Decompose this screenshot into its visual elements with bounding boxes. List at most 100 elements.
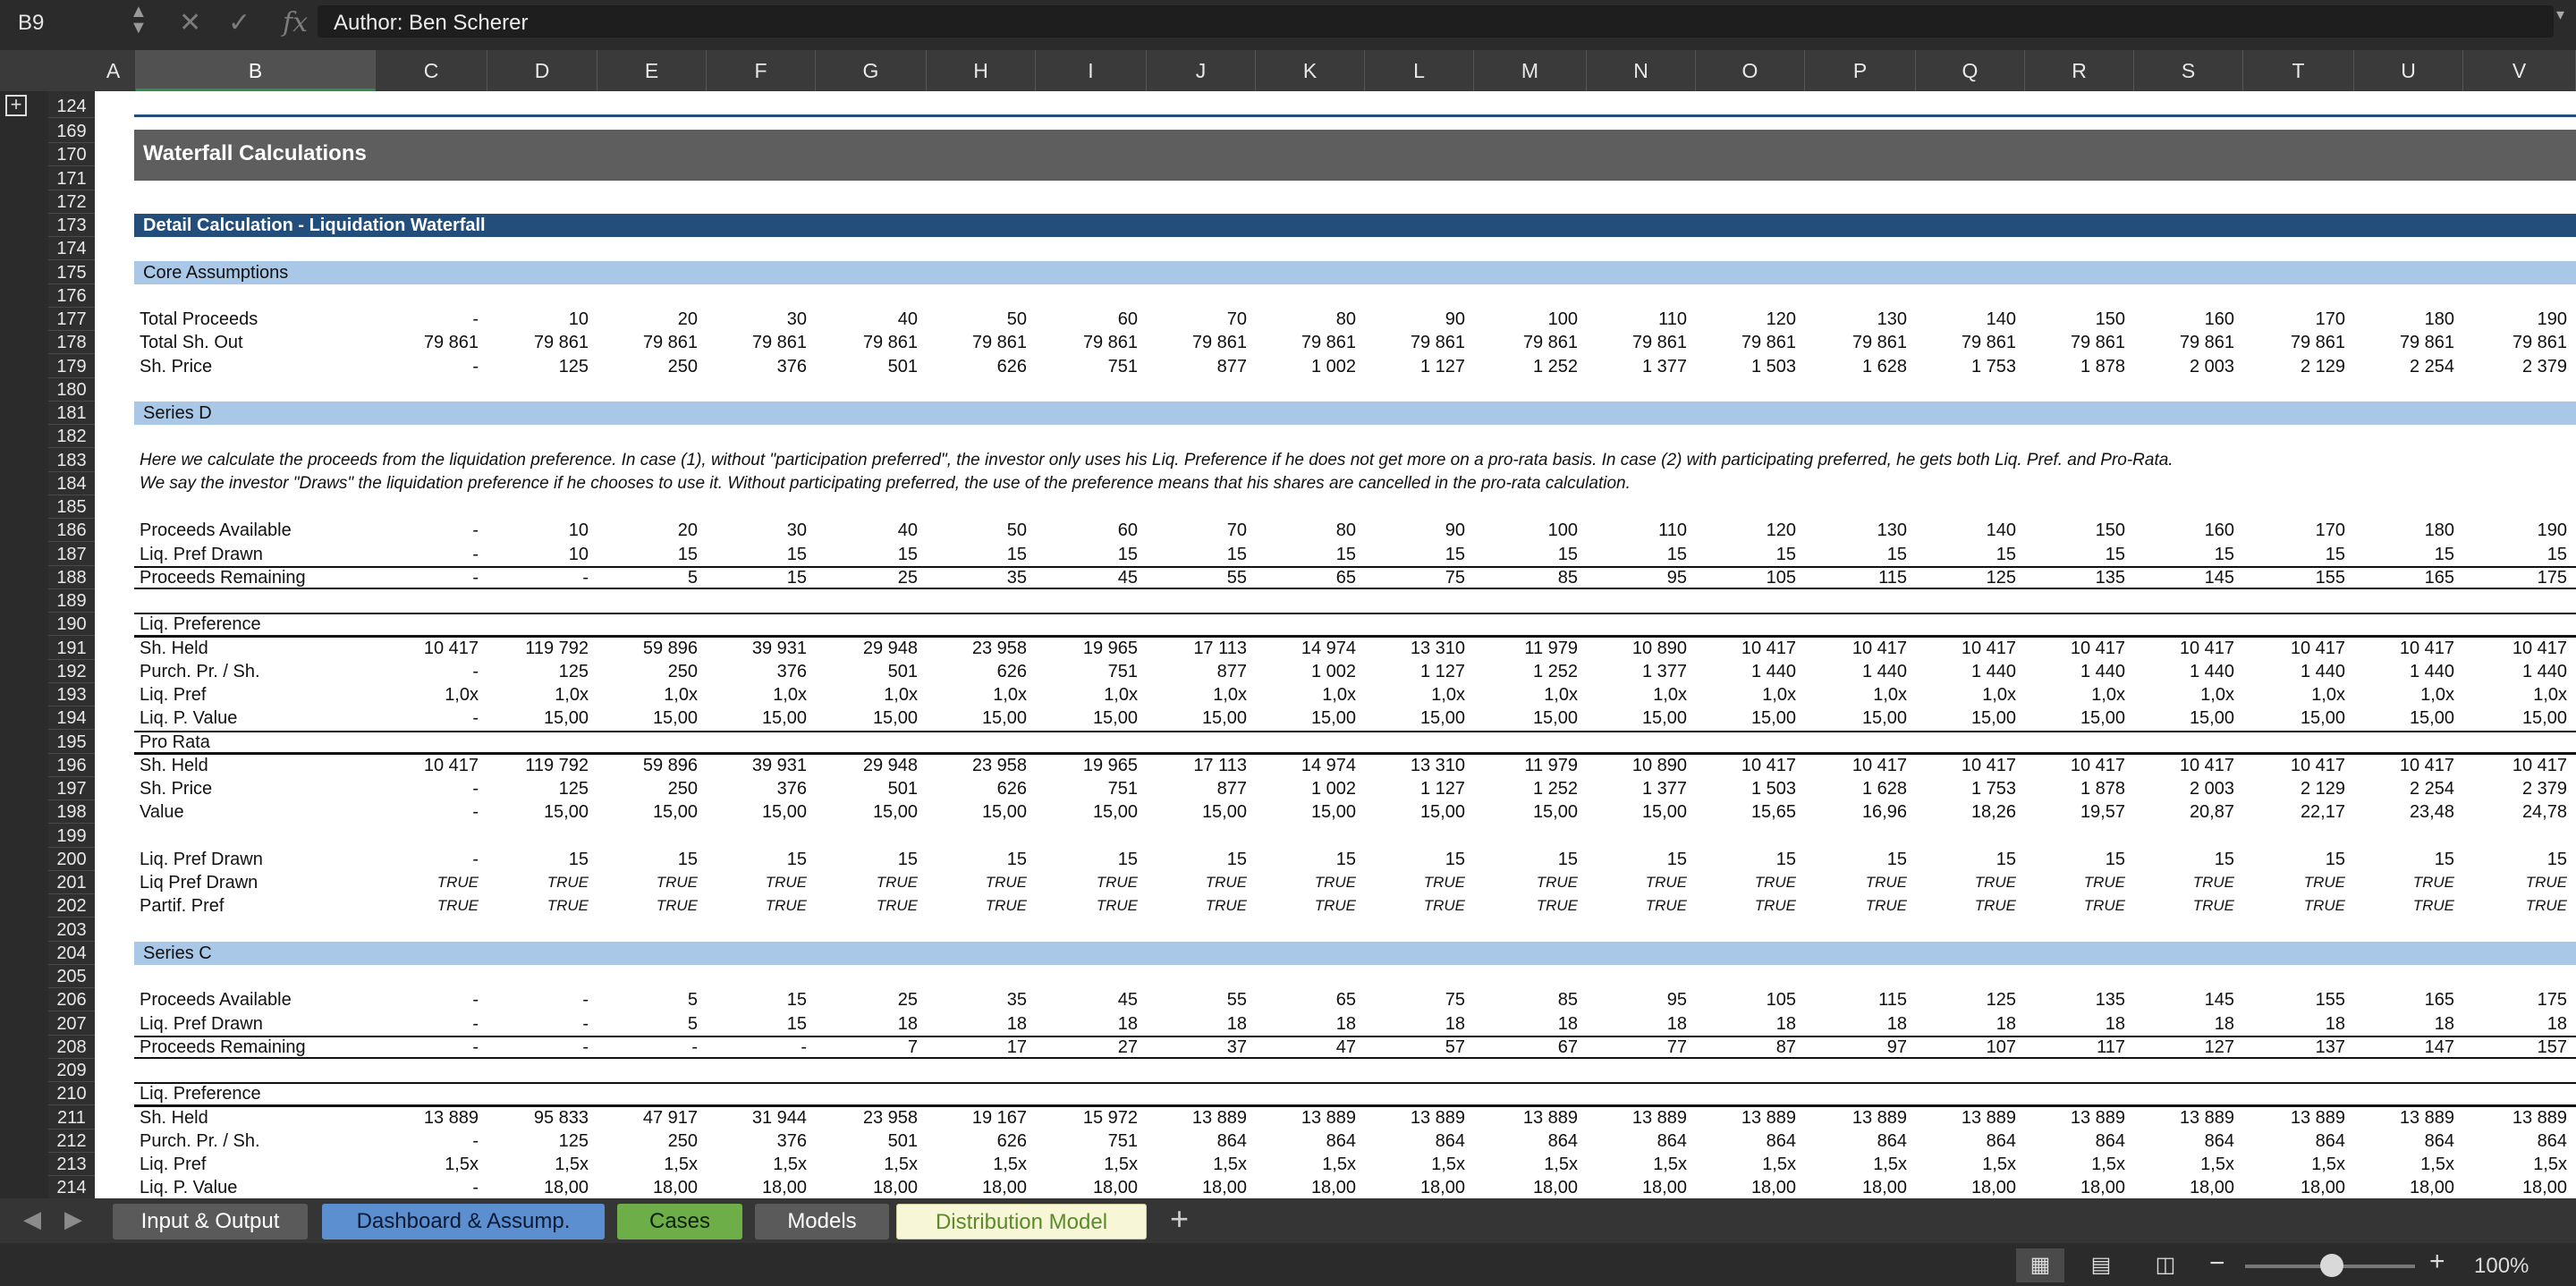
cell-value[interactable]: 1,5x [993, 1155, 1027, 1174]
column-header-q[interactable]: Q [1916, 50, 2025, 91]
cell-value[interactable]: 5 [687, 1013, 698, 1034]
cell-value[interactable]: - [472, 520, 479, 541]
cell-value[interactable]: 1 753 [1970, 356, 2016, 376]
cell-value[interactable]: TRUE [2083, 897, 2125, 915]
cell-value[interactable]: 79 861 [2070, 333, 2125, 353]
cell-value[interactable]: 877 [1216, 661, 1247, 681]
cell-value[interactable]: 13 889 [1852, 1107, 1907, 1128]
cell-value[interactable]: 13 310 [1410, 638, 1465, 658]
row-header[interactable]: 191 [48, 637, 95, 660]
row-label[interactable]: Liq Pref Drawn [140, 873, 258, 893]
column-header-o[interactable]: O [1696, 50, 1805, 91]
row-header[interactable]: 172 [48, 190, 95, 214]
cell-value[interactable]: 10 417 [423, 755, 479, 775]
cell-value[interactable]: - [472, 661, 479, 681]
cell-value[interactable]: 18,26 [1970, 802, 2016, 823]
cell-value[interactable]: 145 [2204, 567, 2234, 588]
cell-value[interactable]: 20 [677, 309, 698, 329]
cell-value[interactable]: 10 417 [1741, 755, 1796, 775]
cell-value[interactable]: 79 861 [1410, 333, 1465, 353]
cell-value[interactable]: 125 [558, 1130, 589, 1151]
cell-value[interactable]: 751 [1107, 779, 1138, 799]
cell-value[interactable]: 47 [1335, 1036, 1356, 1057]
cell-value[interactable]: 15 [2434, 544, 2454, 564]
cell-value[interactable]: 15,00 [761, 708, 807, 729]
cell-value[interactable]: TRUE [656, 897, 698, 915]
cell-value[interactable]: 10 417 [2179, 638, 2234, 658]
cell-value[interactable]: 75 [1445, 567, 1465, 588]
cell-value[interactable]: 626 [996, 779, 1027, 799]
cell-value[interactable]: 18 [2214, 1013, 2234, 1034]
cell-value[interactable]: 15,00 [1201, 708, 1247, 729]
cell-value[interactable]: 1,5x [2091, 1155, 2125, 1174]
cell-value[interactable]: 24,78 [2521, 802, 2567, 823]
cell-value[interactable]: 15,00 [872, 802, 918, 823]
cell-value[interactable]: 75 [1445, 990, 1465, 1011]
cell-value[interactable]: 15,00 [1750, 708, 1796, 729]
cell-value[interactable]: TRUE [656, 874, 698, 891]
cell-value[interactable]: 1 440 [1750, 661, 1796, 681]
cell-value[interactable]: 18,00 [1201, 1178, 1247, 1198]
tab-dashboard-assump[interactable]: Dashboard & Assump. [322, 1204, 605, 1239]
cell-value[interactable]: 10 417 [2070, 638, 2125, 658]
cell-value[interactable]: 18 [1335, 1013, 1356, 1034]
cell-value[interactable]: 15 [786, 567, 807, 588]
cell-value[interactable]: 18,00 [2521, 1178, 2567, 1198]
tab-input-output[interactable]: Input & Output [113, 1204, 308, 1239]
row-header[interactable]: 208 [48, 1036, 95, 1059]
cell-value[interactable]: 15 [2105, 849, 2125, 869]
cell-value[interactable]: 17 [1006, 1036, 1027, 1057]
row-header[interactable]: 188 [48, 566, 95, 589]
cell-value[interactable]: 119 792 [525, 638, 589, 658]
row-header[interactable]: 189 [48, 589, 95, 613]
cell-value[interactable]: 1,0x [1322, 685, 1356, 705]
cell-value[interactable]: 80 [1335, 520, 1356, 541]
cell-value[interactable]: 864 [2424, 1130, 2454, 1151]
cell-value[interactable]: 751 [1107, 356, 1138, 376]
expand-group-icon[interactable]: + [5, 95, 27, 116]
cell-value[interactable]: 2 379 [2521, 356, 2567, 376]
cell-value[interactable]: 1 252 [1532, 356, 1578, 376]
cell-value[interactable]: 130 [1877, 520, 1907, 541]
cell-value[interactable]: - [582, 567, 589, 588]
cell-value[interactable]: 16,96 [1861, 802, 1907, 823]
row-header[interactable]: 183 [48, 449, 95, 472]
cell-value[interactable]: 65 [1335, 990, 1356, 1011]
cell-value[interactable]: 150 [2095, 309, 2125, 329]
cell-value[interactable]: 864 [2095, 1130, 2125, 1151]
cell-value[interactable]: 864 [2315, 1130, 2345, 1151]
cell-value[interactable]: 27 [1117, 1036, 1138, 1057]
cell-value[interactable]: 19,57 [2080, 802, 2125, 823]
cell-value[interactable]: 79 861 [1961, 333, 2016, 353]
cell-value[interactable]: 1 440 [2521, 661, 2567, 681]
cell-value[interactable]: 18 [2546, 1013, 2567, 1034]
cell-value[interactable]: 77 [1666, 1036, 1687, 1057]
row-header[interactable]: 200 [48, 848, 95, 871]
cell-value[interactable]: 1,0x [773, 685, 807, 705]
cell-value[interactable]: 1 127 [1419, 661, 1465, 681]
row-label[interactable]: Liq. Pref Drawn [140, 849, 263, 869]
cell-value[interactable]: TRUE [1754, 897, 1796, 915]
cell-value[interactable]: TRUE [1754, 874, 1796, 891]
cell-value[interactable]: TRUE [2303, 897, 2345, 915]
cell-value[interactable]: 1,5x [1431, 1155, 1465, 1174]
cell-value[interactable]: 23 958 [862, 1107, 918, 1128]
cell-value[interactable]: - [582, 1013, 589, 1034]
cell-value[interactable]: 17 113 [1193, 755, 1247, 775]
cell-value[interactable]: 23 958 [971, 755, 1027, 775]
cell-value[interactable]: - [472, 1178, 479, 1198]
cell-value[interactable]: 10 417 [2512, 755, 2567, 775]
formula-input[interactable]: Author: Ben Scherer [318, 5, 2554, 38]
row-label[interactable]: Liq. Pref Drawn [140, 544, 263, 564]
cell-value[interactable]: 117 [2097, 1036, 2125, 1057]
cell-value[interactable]: 85 [1557, 990, 1578, 1011]
cell-value[interactable]: 1 503 [1750, 356, 1796, 376]
cell-value[interactable]: 2 129 [2300, 779, 2345, 799]
cell-value[interactable]: 1,0x [1104, 685, 1138, 705]
cell-value[interactable]: 79 861 [2179, 333, 2234, 353]
cell-value[interactable]: 119 792 [525, 755, 589, 775]
cell-value[interactable]: 70 [1226, 309, 1247, 329]
cell-value[interactable]: 105 [1766, 567, 1796, 588]
cell-value[interactable]: 1 377 [1641, 661, 1687, 681]
column-header-s[interactable]: S [2134, 50, 2243, 91]
